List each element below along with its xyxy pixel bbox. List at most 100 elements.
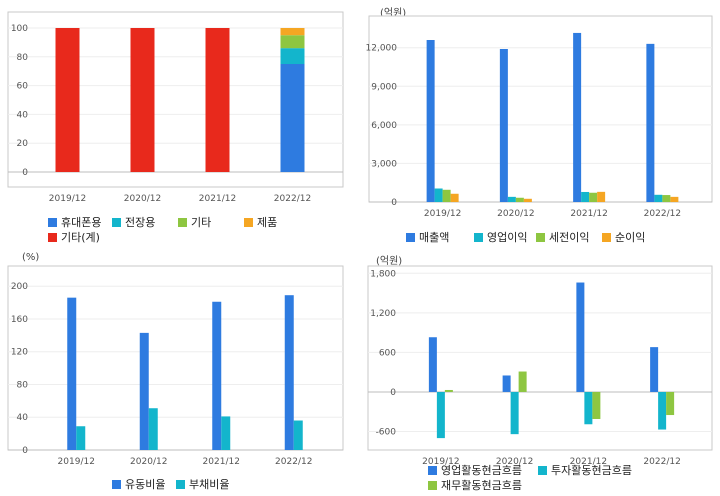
legend-item-series-1[interactable]: 매출액 [406,229,449,245]
bar-재무활동현금흐름[interactable] [592,391,601,419]
y-tick-label: 1,800 [370,269,396,279]
bar-순이익[interactable] [450,193,459,202]
x-tick-label: 2021/12 [203,457,240,467]
bar-부채비율[interactable] [293,420,303,450]
legend-item-series-5[interactable]: 기타(계) [48,229,100,245]
legend-item-series-1[interactable]: 유동비율 [112,476,165,492]
bar-순이익[interactable] [597,191,606,202]
legend-label: 기타(계) [61,231,100,244]
bar-기타(계)[interactable] [55,28,80,172]
bar-영업이익[interactable] [507,196,516,202]
y-tick-label: 20 [17,139,29,149]
bar-영업이익[interactable] [654,194,663,202]
legend-item-series-2[interactable]: 투자활동현금흐름 [538,462,632,478]
bar-재무활동현금흐름[interactable] [444,389,453,392]
x-tick-label: 2020/12 [124,194,161,204]
legend-swatch [602,232,611,242]
legend-item-series-4[interactable]: 제품 [244,214,277,230]
y-tick-label: 0 [391,198,397,208]
y-tick-label: 100 [11,24,28,34]
bar-영업활동현금흐름[interactable] [502,375,511,392]
bar-재무활동현금흐름[interactable] [666,391,675,416]
bar-부채비율[interactable] [76,426,86,450]
x-tick-label: 2019/12 [424,209,461,219]
bar-부채비율[interactable] [221,416,231,450]
bar-매출액[interactable] [426,40,435,202]
bar-유동비율[interactable] [212,301,222,450]
bar-순이익[interactable] [670,196,679,202]
bar-순이익[interactable] [523,198,532,202]
cashflow-chart: -600 0 600 1,200 1,800 2019/12 2020/12 2021/12 2… [367,265,713,467]
legend-swatch [536,232,545,242]
bar-영업활동현금흐름[interactable] [650,347,659,392]
x-tick-label: 2022/12 [275,457,312,467]
product-mix-chart: 0 20 40 60 80 100 2019/12 2020/12 2021/12 2022/12 [7,11,344,204]
legend-item-series-1[interactable]: 휴대폰용 [48,214,101,230]
bar-세전이익[interactable] [515,197,524,202]
bar-매출액[interactable] [573,32,582,202]
bar-영업활동현금흐름[interactable] [576,282,585,392]
cashflow-chart-panel: (억원) -600 0 600 1,200 1,800 2019/12 2020/12 202… [362,248,720,496]
bar-매출액[interactable] [646,43,655,202]
bar-세전이익[interactable] [662,195,671,202]
legend-label: 영업이익 [487,231,528,244]
x-tick-label: 2020/12 [496,457,533,467]
bar-영업이익[interactable] [434,188,443,203]
income-chart: 0 3,000 6,000 9,000 12,000 2019/12 2020/12 2021… [366,15,713,219]
bar-영업활동현금흐름[interactable] [428,337,437,392]
bar-투자활동현금흐름[interactable] [584,391,593,425]
legend-swatch [178,217,187,227]
bar-휴대폰용[interactable] [280,64,305,172]
y-tick-label: 40 [17,413,29,423]
x-tick-label: 2022/12 [644,209,681,219]
legend-item-series-2[interactable]: 부채비율 [176,476,229,492]
bar-전장용[interactable] [280,48,305,64]
y-tick-label: 9,000 [371,82,397,92]
x-tick-label: 2021/12 [199,194,236,204]
income-unit-label: (억원) [380,8,407,19]
legend-item-series-3[interactable]: 기타 [178,214,211,230]
x-tick-label: 2020/12 [497,209,534,219]
bar-투자활동현금흐름[interactable] [658,391,667,430]
y-tick-label: -600 [376,428,397,438]
legend-item-series-2[interactable]: 영업이익 [474,229,527,245]
bar-투자활동현금흐름[interactable] [510,391,519,435]
bar-기타[interactable] [280,35,305,49]
legend-item-series-2[interactable]: 전장용 [112,214,155,230]
legend-item-series-3[interactable]: 재무활동현금흐름 [428,477,522,493]
x-tick-label: 2022/12 [643,457,680,467]
legend-swatch [244,217,253,227]
legend-item-series-4[interactable]: 순이익 [602,229,645,245]
legend-swatch [406,232,415,242]
y-tick-label: 0 [22,446,28,456]
legend-item-series-1[interactable]: 영업활동현금흐름 [428,462,522,478]
legend-label: 세전이익 [549,231,590,244]
legend-label: 영업활동현금흐름 [441,464,522,477]
bar-기타(계)[interactable] [130,28,155,172]
legend-swatch [48,232,57,242]
bar-투자활동현금흐름[interactable] [436,391,445,439]
bar-부채비율[interactable] [148,408,158,450]
bar-세전이익[interactable] [589,192,598,202]
x-tick-label: 2021/12 [570,209,607,219]
bar-영업이익[interactable] [581,191,590,202]
bar-유동비율[interactable] [67,297,77,450]
y-tick-label: 6,000 [371,121,397,131]
legend-swatch [538,465,547,475]
y-tick-label: 40 [17,110,29,120]
legend-label: 기타 [191,216,212,229]
ratio-unit-label: (%) [22,252,40,263]
bar-기타(계)[interactable] [205,28,230,172]
legend-swatch [474,232,483,242]
bar-매출액[interactable] [499,49,508,202]
bar-유동비율[interactable] [139,332,149,450]
y-tick-label: 60 [17,82,29,92]
bar-제품[interactable] [280,28,305,36]
ratio-chart-panel: (%) 0 40 80 120 160 200 2019/12 2020/12 2021/12 2… [0,248,360,496]
bar-유동비율[interactable] [284,295,294,450]
legend-swatch [428,465,437,475]
legend-item-series-3[interactable]: 세전이익 [536,229,589,245]
legend-label: 부채비율 [189,478,230,491]
bar-세전이익[interactable] [442,189,451,202]
bar-재무활동현금흐름[interactable] [518,371,527,392]
